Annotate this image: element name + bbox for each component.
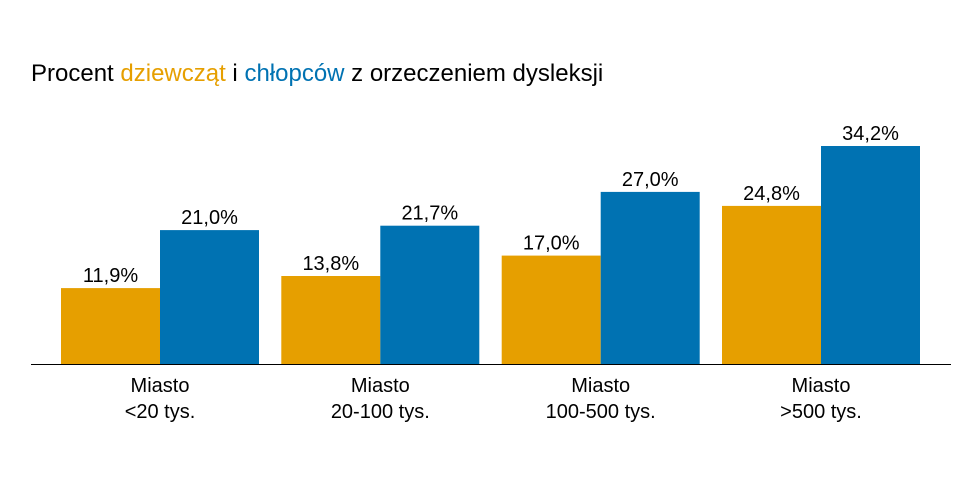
category-label-4-line-2: >500 tys. xyxy=(780,401,862,423)
category-label-3-line-1: Miasto xyxy=(571,375,630,397)
title-part-2: i xyxy=(225,60,245,87)
value-label-boys-2: 21,7% xyxy=(401,203,458,225)
value-label-boys-1: 21,0% xyxy=(181,207,238,229)
chart-title: Procent dziewcząt i chłopców z orzeczeni… xyxy=(31,60,603,88)
title-part-1: Procent xyxy=(31,60,121,87)
category-label-3-line-2: 100-500 tys. xyxy=(546,401,656,423)
title-boys: chłopców xyxy=(244,60,345,87)
category-label-4-line-1: Miasto xyxy=(792,375,851,397)
bar-boys-1 xyxy=(160,230,259,364)
value-label-girls-4: 24,8% xyxy=(743,183,800,205)
bar-girls-4 xyxy=(722,205,821,364)
value-label-girls-1: 11,9% xyxy=(83,265,138,287)
title-part-3: z orzeczeniem dysleksji xyxy=(344,60,604,87)
value-label-boys-3: 27,0% xyxy=(622,169,679,191)
bar-boys-3 xyxy=(600,191,700,364)
category-label-1-line-1: Miasto xyxy=(131,375,190,397)
value-label-girls-3: 17,0% xyxy=(523,233,580,255)
value-label-girls-2: 13,8% xyxy=(302,253,359,275)
category-label-1-line-2: <20 tys. xyxy=(125,401,196,423)
bar-girls-2 xyxy=(281,276,381,364)
category-label-2-line-2: 20-100 tys. xyxy=(331,401,430,423)
title-girls: dziewcząt xyxy=(120,60,226,87)
bar-girls-3 xyxy=(501,255,601,364)
value-label-boys-4: 34,2% xyxy=(842,123,899,145)
bar-boys-4 xyxy=(821,146,920,364)
bar-girls-1 xyxy=(61,288,160,364)
bar-boys-2 xyxy=(380,225,480,364)
category-label-2-line-1: Miasto xyxy=(351,375,410,397)
